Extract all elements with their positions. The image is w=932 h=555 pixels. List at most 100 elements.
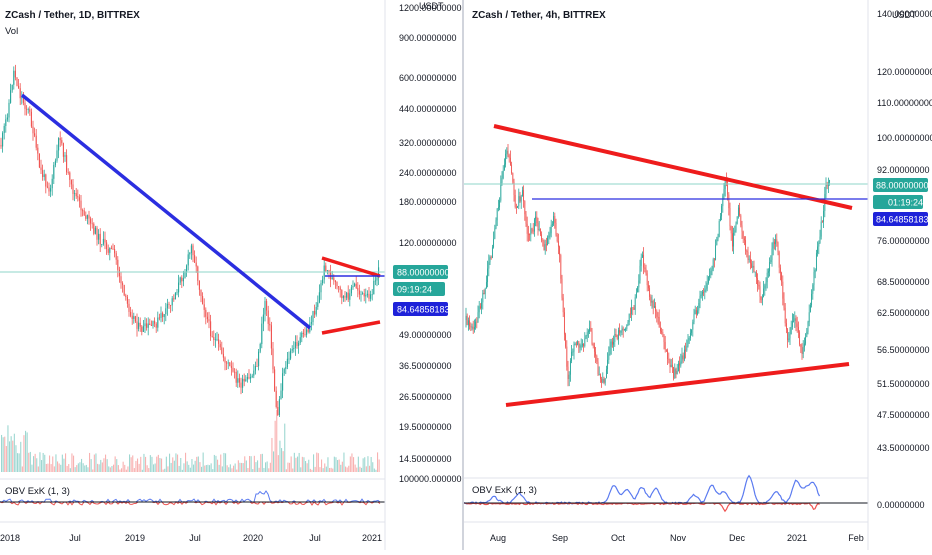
candle-body [736, 216, 738, 224]
volume-bar [370, 456, 372, 472]
candle-body [315, 306, 317, 315]
volume-bar [7, 425, 9, 472]
right-chart-svg[interactable]: 140.00000000 120.00000000 110.00000000 100.… [463, 0, 932, 550]
blue-downtrend-line[interactable] [20, 93, 312, 330]
candle-body [83, 210, 85, 216]
left-chart-panel[interactable]: 1200.00000000 900.00000000 600.00000000 440… [0, 0, 472, 550]
red-lower-triangle-line[interactable] [505, 362, 850, 407]
candle-body [568, 374, 570, 379]
candle-body [226, 362, 228, 364]
volume-bar [55, 454, 57, 472]
candle-body [0, 145, 2, 147]
candle-body [301, 332, 303, 338]
candle-body [663, 334, 665, 343]
candle-body [205, 309, 207, 317]
volume-label: Vol [5, 26, 18, 37]
candle-body [509, 157, 511, 165]
candle-body [107, 249, 109, 253]
candle-body [112, 248, 114, 250]
candle-body [495, 220, 497, 229]
candle-body [793, 320, 795, 322]
volume-bar [20, 441, 22, 472]
candle-body [740, 215, 742, 226]
candle-body [267, 310, 269, 324]
price-tag-bg [873, 178, 928, 192]
price-axis[interactable]: 140.00000000 120.00000000 110.00000000 100.… [877, 9, 932, 510]
candle-body [716, 239, 718, 246]
red-upper-triangle-line[interactable] [493, 124, 853, 210]
candle-body [134, 316, 136, 322]
panel-divider[interactable] [462, 0, 464, 550]
candle-body [317, 302, 319, 307]
candle-body [560, 255, 562, 279]
candle-body [587, 331, 589, 333]
volume-bar [351, 453, 353, 472]
candle-body [511, 164, 513, 174]
left-chart-svg[interactable]: 1200.00000000 900.00000000 600.00000000 440… [0, 0, 472, 550]
candle-body [566, 346, 568, 367]
volume-bar [95, 453, 97, 472]
candle-body [779, 267, 781, 273]
candle-body [575, 343, 577, 345]
level-tag-bg [393, 302, 448, 316]
candle-body [242, 378, 244, 388]
candle-body [139, 322, 141, 327]
candle-body [358, 290, 360, 295]
candle-body [24, 102, 26, 109]
candle-body [266, 301, 268, 311]
volume-bar [153, 464, 155, 472]
candle-body [781, 272, 783, 282]
candle-body [829, 180, 831, 183]
volume-bar [357, 456, 359, 472]
time-axis[interactable]: Aug Sep Oct Nov Dec 2021 Feb [490, 533, 864, 543]
candle-body [613, 341, 615, 345]
time-axis[interactable]: 2018 Jul 2019 Jul 2020 Jul 2021 [0, 533, 382, 543]
candle-body [91, 223, 93, 225]
candle-body [759, 286, 761, 297]
red-lower-wedge-line[interactable] [321, 320, 381, 335]
candle-body [38, 153, 40, 168]
candle-body [616, 335, 618, 339]
candle-body [658, 316, 660, 328]
candle-body [314, 310, 316, 315]
candle-body [13, 70, 15, 85]
candle-body [524, 201, 526, 215]
candle-body [251, 375, 253, 377]
candle-body [493, 238, 495, 248]
candle-body [347, 292, 349, 300]
candle-body [728, 194, 730, 209]
candle-body [771, 248, 773, 260]
candle-body [745, 240, 747, 251]
candle-body [785, 323, 787, 330]
right-chart-panel[interactable]: 140.00000000 120.00000000 110.00000000 100.… [463, 0, 932, 550]
volume-bar [132, 455, 134, 472]
volume-bar [103, 458, 105, 472]
candle-body [181, 277, 183, 282]
candle-body [783, 298, 785, 308]
candle-body [517, 206, 519, 208]
candle-body [195, 262, 197, 267]
candle-body [152, 320, 154, 326]
candle-body [46, 186, 48, 188]
candle-body [791, 321, 793, 327]
candle-body [593, 345, 595, 352]
candle-body [118, 269, 120, 277]
candle-body [214, 339, 216, 341]
volume-bar [39, 452, 41, 472]
price-axis[interactable]: 1200.00000000 900.00000000 600.00000000 440… [399, 3, 472, 484]
volume-bar [172, 457, 174, 472]
price-tick-label: 100000.00000000 [399, 474, 462, 484]
candle-body [625, 329, 627, 330]
price-tick-label: 120.00000000 [399, 238, 457, 248]
candle-body [202, 296, 204, 305]
volume-bar [177, 454, 179, 472]
volume-bar [201, 466, 203, 472]
volume-bar [212, 469, 214, 472]
candle-body [513, 181, 515, 196]
candle-body [219, 343, 221, 348]
candle-body [542, 240, 544, 242]
red-upper-wedge-line[interactable] [321, 256, 381, 278]
candle-body [184, 272, 186, 279]
price-tick-label: 240.00000000 [399, 168, 457, 178]
volume-bar [199, 462, 201, 472]
